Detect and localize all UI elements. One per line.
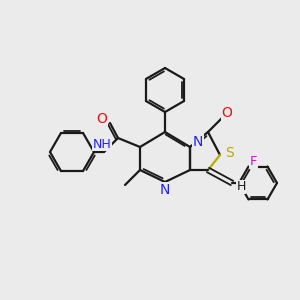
Text: S: S <box>226 146 234 160</box>
Text: O: O <box>222 106 232 120</box>
Text: F: F <box>250 155 257 168</box>
Text: H: H <box>236 181 246 194</box>
Text: N: N <box>160 183 170 197</box>
Text: O: O <box>97 112 107 126</box>
Text: N: N <box>193 135 203 149</box>
Text: NH: NH <box>93 137 111 151</box>
